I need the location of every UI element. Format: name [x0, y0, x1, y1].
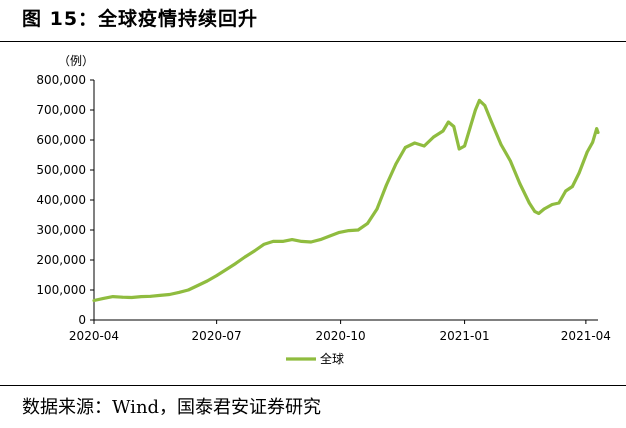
- data-point: [432, 135, 435, 139]
- data-point: [457, 147, 461, 151]
- data-point: [224, 268, 228, 271]
- data-point: [356, 228, 360, 232]
- data-point: [403, 146, 407, 149]
- data-point: [271, 240, 275, 243]
- data-point: [290, 238, 294, 242]
- x-tick-label: 2021-01: [440, 329, 490, 343]
- data-point: [542, 207, 546, 211]
- data-point: [557, 201, 561, 205]
- data-point: [447, 120, 450, 124]
- x-tick-label: 2021-04: [561, 329, 611, 343]
- y-tick-label: 200,000: [36, 253, 86, 267]
- data-point: [318, 238, 322, 242]
- data-point: [595, 127, 599, 130]
- data-point: [375, 207, 379, 211]
- data-point: [527, 201, 531, 205]
- y-tick-label: 100,000: [36, 283, 86, 297]
- data-point: [177, 291, 181, 294]
- source-note: 数据来源：Wind，国泰君安证券研究: [22, 397, 322, 418]
- data-point: [309, 240, 313, 244]
- data-point: [499, 143, 503, 146]
- data-point: [564, 189, 568, 193]
- y-tick-label: 400,000: [36, 193, 86, 207]
- y-unit-label: （例）: [58, 54, 94, 68]
- data-point: [468, 126, 472, 130]
- data-point: [537, 212, 541, 215]
- data-point: [533, 210, 537, 213]
- data-point-group: [92, 99, 600, 302]
- data-point: [328, 234, 332, 238]
- data-point: [337, 231, 341, 234]
- figure-title: 图 15：全球疫情持续回升: [22, 8, 259, 30]
- data-point: [585, 150, 589, 154]
- data-point: [570, 185, 574, 188]
- y-tick-label: 500,000: [36, 163, 86, 177]
- y-tick-label: 800,000: [36, 73, 86, 87]
- data-point: [300, 240, 303, 243]
- data-point: [490, 120, 493, 124]
- data-point: [596, 131, 600, 134]
- data-point: [234, 262, 237, 265]
- data-point: [92, 299, 96, 302]
- data-point: [168, 293, 171, 296]
- data-point: [196, 284, 200, 287]
- data-point: [473, 108, 477, 112]
- data-point: [441, 129, 445, 133]
- data-point: [518, 182, 522, 185]
- data-point: [205, 279, 209, 283]
- series-line-global: [92, 98, 600, 303]
- data-point: [394, 162, 398, 166]
- y-tick-label: 300,000: [36, 223, 86, 237]
- data-point: [509, 159, 512, 163]
- y-tick-label: 700,000: [36, 103, 86, 117]
- data-point: [452, 125, 456, 128]
- data-point: [422, 144, 426, 148]
- data-point: [130, 296, 134, 299]
- data-point: [483, 104, 487, 107]
- data-point: [413, 141, 417, 145]
- source-rule: [0, 385, 626, 386]
- x-tick-label: 2020-10: [316, 329, 366, 343]
- legend-label: 全球: [320, 351, 344, 366]
- data-point: [577, 171, 581, 175]
- data-point: [550, 203, 554, 206]
- title-rule: [0, 41, 626, 42]
- data-point: [139, 295, 143, 298]
- legend: 全球: [286, 351, 344, 366]
- data-point: [111, 295, 115, 298]
- data-point: [478, 99, 481, 102]
- data-point: [149, 294, 152, 298]
- y-tick-label: 600,000: [36, 133, 86, 147]
- data-point: [385, 183, 388, 187]
- line-chart: （例） 0 100,000 200,000 300,000 400,000 500,000…: [36, 54, 611, 366]
- y-tick-group: 0 100,000 200,000 300,000 400,000 500,000 600,…: [36, 73, 94, 327]
- data-point: [215, 274, 219, 277]
- data-point: [186, 288, 190, 292]
- data-point: [262, 243, 266, 246]
- data-point: [158, 294, 162, 297]
- x-tick-label: 2020-07: [192, 329, 242, 343]
- data-point: [281, 240, 285, 243]
- data-point: [366, 222, 369, 225]
- x-tick-label: 2020-04: [69, 329, 119, 343]
- data-point: [102, 297, 105, 300]
- data-point: [252, 249, 256, 253]
- data-point: [243, 255, 247, 259]
- y-tick-label: 0: [78, 313, 86, 327]
- data-point: [347, 229, 351, 233]
- data-point: [120, 295, 124, 299]
- data-point: [591, 141, 595, 144]
- data-point: [463, 144, 466, 148]
- x-tick-group: 2020-04 2020-07 2020-10 2021-01 2021-04: [69, 320, 611, 343]
